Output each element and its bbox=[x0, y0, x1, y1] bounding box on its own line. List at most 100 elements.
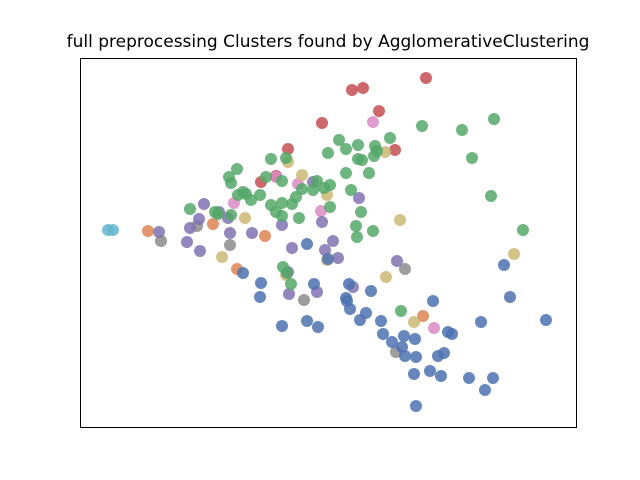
point bbox=[345, 184, 357, 196]
point bbox=[212, 208, 224, 220]
point bbox=[260, 171, 272, 183]
point bbox=[343, 278, 355, 290]
point bbox=[485, 190, 497, 202]
point bbox=[377, 328, 389, 340]
point bbox=[420, 72, 432, 84]
point bbox=[417, 310, 429, 322]
point bbox=[312, 321, 324, 333]
point bbox=[428, 322, 440, 334]
point bbox=[540, 314, 552, 326]
point bbox=[239, 212, 251, 224]
point bbox=[283, 288, 295, 300]
point bbox=[254, 189, 266, 201]
point bbox=[107, 224, 119, 236]
point bbox=[282, 143, 294, 155]
point bbox=[285, 278, 297, 290]
point bbox=[424, 365, 436, 377]
point bbox=[296, 169, 308, 181]
point bbox=[508, 248, 520, 260]
point bbox=[456, 124, 468, 136]
point bbox=[276, 197, 288, 209]
point bbox=[386, 336, 398, 348]
point bbox=[307, 184, 319, 196]
point bbox=[281, 267, 293, 279]
point bbox=[153, 226, 165, 238]
point bbox=[155, 235, 167, 247]
point bbox=[367, 225, 379, 237]
point bbox=[276, 175, 288, 187]
point bbox=[466, 152, 478, 164]
point bbox=[350, 220, 362, 232]
point bbox=[408, 368, 420, 380]
point bbox=[475, 316, 487, 328]
axes-frame bbox=[80, 58, 577, 428]
point bbox=[517, 224, 529, 236]
point bbox=[395, 305, 407, 317]
point bbox=[322, 147, 334, 159]
point bbox=[333, 134, 345, 146]
point bbox=[254, 291, 266, 303]
point bbox=[352, 139, 364, 151]
point bbox=[504, 291, 516, 303]
point bbox=[360, 307, 372, 319]
point bbox=[446, 328, 458, 340]
point bbox=[232, 189, 244, 201]
point bbox=[363, 167, 375, 179]
point bbox=[280, 152, 292, 164]
point bbox=[301, 315, 313, 327]
point bbox=[368, 150, 380, 162]
point bbox=[245, 194, 257, 206]
point bbox=[327, 235, 339, 247]
point bbox=[286, 242, 298, 254]
point bbox=[409, 333, 421, 345]
point bbox=[340, 143, 352, 155]
point bbox=[399, 350, 411, 362]
point bbox=[487, 372, 499, 384]
point bbox=[207, 218, 219, 230]
point bbox=[224, 239, 236, 251]
point bbox=[298, 294, 310, 306]
point bbox=[391, 255, 403, 267]
point bbox=[246, 227, 258, 239]
point bbox=[181, 236, 193, 248]
point bbox=[194, 245, 206, 257]
point bbox=[142, 225, 154, 237]
point bbox=[416, 120, 428, 132]
point bbox=[356, 154, 368, 166]
point bbox=[276, 219, 288, 231]
point bbox=[184, 203, 196, 215]
point bbox=[479, 384, 491, 396]
point bbox=[265, 153, 277, 165]
point bbox=[324, 201, 336, 213]
point bbox=[225, 209, 237, 221]
point bbox=[410, 400, 422, 412]
point bbox=[365, 285, 377, 297]
point bbox=[344, 303, 356, 315]
point bbox=[394, 214, 406, 226]
point bbox=[389, 144, 401, 156]
point bbox=[225, 177, 237, 189]
point bbox=[315, 205, 327, 217]
point bbox=[353, 192, 365, 204]
point bbox=[498, 259, 510, 271]
point bbox=[398, 330, 410, 342]
point bbox=[367, 116, 379, 128]
point bbox=[346, 84, 358, 96]
point bbox=[438, 347, 450, 359]
point bbox=[237, 267, 249, 279]
point bbox=[380, 271, 392, 283]
point bbox=[322, 253, 334, 265]
point bbox=[351, 231, 363, 243]
point bbox=[316, 216, 328, 228]
point bbox=[308, 278, 320, 290]
point bbox=[340, 167, 352, 179]
point bbox=[198, 198, 210, 210]
point bbox=[224, 227, 236, 239]
point bbox=[355, 206, 367, 218]
chart-title: full preprocessing Clusters found by Agg… bbox=[67, 32, 590, 52]
point bbox=[255, 277, 267, 289]
point bbox=[408, 316, 420, 328]
point bbox=[216, 251, 228, 263]
point bbox=[193, 213, 205, 225]
